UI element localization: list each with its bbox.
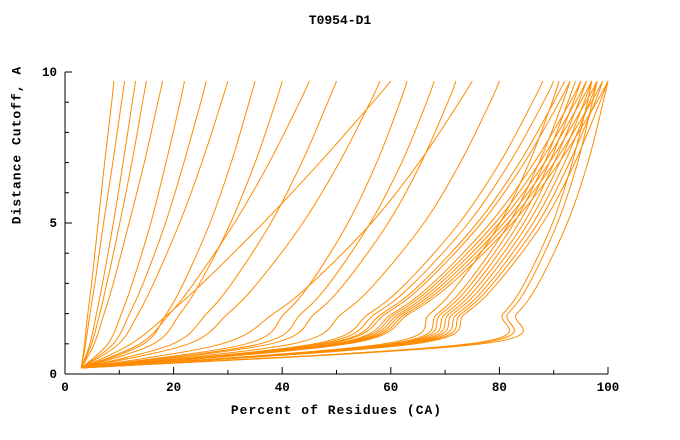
- chart-title: T0954-D1: [308, 13, 372, 28]
- model-curve: [81, 80, 571, 369]
- model-curve: [81, 80, 555, 369]
- x-tick-label: 80: [492, 381, 507, 395]
- model-curve: [81, 80, 609, 369]
- model-curve: [80, 80, 207, 369]
- model-curve: [81, 81, 593, 369]
- model-curve: [81, 80, 310, 369]
- model-curve: [81, 80, 571, 369]
- model-curve: [81, 80, 609, 369]
- model-curve: [80, 80, 185, 369]
- x-tick-label: 100: [597, 381, 620, 395]
- model-curve: [81, 80, 500, 369]
- model-curve: [81, 80, 381, 369]
- y-tick-label: 5: [49, 217, 57, 231]
- model-curve: [81, 80, 598, 369]
- model-curve: [80, 80, 164, 369]
- model-curve: [81, 80, 256, 369]
- x-axis-label: Percent of Residues (CA): [230, 403, 443, 418]
- x-tick-label: 60: [383, 381, 398, 395]
- model-curve: [80, 81, 147, 369]
- model-curve: [81, 80, 408, 369]
- model-curve: [81, 80, 392, 369]
- model-curve: [81, 80, 593, 369]
- x-tick-label: 0: [61, 381, 69, 395]
- y-axis-label: Distance Cutoff, A: [9, 65, 25, 225]
- y-tick-label: 10: [42, 66, 57, 80]
- model-curve: [81, 80, 598, 369]
- model-curve: [80, 81, 115, 369]
- model-curve: [81, 80, 604, 369]
- model-curve: [81, 80, 337, 369]
- model-curve: [81, 80, 283, 369]
- model-curve: [81, 80, 566, 369]
- model-curve: [81, 80, 609, 369]
- y-tick-label: 0: [49, 368, 57, 382]
- model-curve: [80, 81, 126, 369]
- model-curve: [81, 80, 229, 369]
- x-tick-label: 40: [275, 381, 290, 395]
- model-curve: [81, 80, 435, 369]
- model-curve: [81, 80, 457, 369]
- x-tick-label: 20: [166, 381, 181, 395]
- model-curve: [81, 80, 598, 369]
- model-curve: [80, 81, 137, 369]
- model-curve: [81, 80, 604, 369]
- model-curve: [81, 80, 473, 369]
- model-curve: [81, 80, 593, 369]
